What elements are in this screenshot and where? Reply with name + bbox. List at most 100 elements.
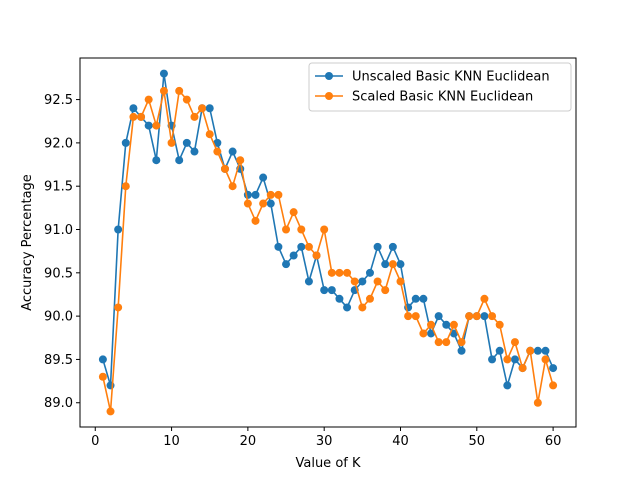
data-point: [121, 182, 130, 191]
data-point: [434, 312, 443, 321]
data-point: [503, 355, 512, 364]
data-point: [472, 312, 481, 321]
data-point: [404, 312, 413, 321]
data-point: [159, 69, 168, 78]
legend-label: Scaled Basic KNN Euclidean: [352, 90, 533, 105]
data-point: [388, 242, 397, 251]
data-point: [480, 294, 489, 303]
y-tick-label: 92.5: [44, 93, 73, 108]
data-point: [335, 294, 344, 303]
data-point: [411, 294, 420, 303]
data-point: [365, 268, 374, 277]
data-point: [411, 312, 420, 321]
data-point: [304, 277, 313, 286]
data-point: [114, 303, 123, 312]
data-point: [381, 286, 390, 295]
data-point: [152, 121, 161, 130]
x-tick-label: 20: [240, 434, 257, 449]
legend-item: Unscaled Basic KNN Euclidean: [315, 70, 550, 85]
y-tick-label: 90.0: [44, 310, 73, 325]
data-point: [228, 147, 237, 156]
y-axis-label: Accuracy Percentage: [20, 174, 35, 311]
data-point: [144, 121, 153, 130]
data-point: [190, 147, 199, 156]
data-point: [159, 86, 168, 95]
data-point: [510, 355, 519, 364]
y-tick-label: 92.0: [44, 136, 73, 151]
data-point: [419, 294, 428, 303]
data-point: [541, 346, 550, 355]
data-point: [312, 251, 321, 260]
data-point: [373, 277, 382, 286]
legend-marker: [325, 72, 333, 80]
data-point: [526, 346, 535, 355]
data-point: [106, 407, 115, 416]
data-point: [297, 225, 306, 234]
data-point: [251, 190, 260, 199]
data-point: [457, 338, 466, 347]
data-point: [114, 225, 123, 234]
data-point: [549, 364, 558, 373]
data-point: [388, 260, 397, 269]
series-2: [98, 86, 558, 416]
data-point: [205, 130, 214, 139]
data-point: [495, 346, 504, 355]
data-point: [129, 112, 138, 121]
y-tick-label: 89.0: [44, 396, 73, 411]
data-point: [549, 381, 558, 390]
data-point: [236, 156, 245, 165]
y-tick-label: 89.5: [44, 353, 73, 368]
legend-label: Unscaled Basic KNN Euclidean: [352, 70, 550, 85]
x-tick-label: 50: [469, 434, 486, 449]
data-point: [343, 268, 352, 277]
data-point: [381, 260, 390, 269]
data-point: [198, 104, 207, 113]
plot-area: [98, 69, 558, 416]
data-point: [518, 364, 527, 373]
data-point: [152, 156, 161, 165]
data-point: [259, 199, 268, 208]
legend-box: [308, 62, 572, 112]
data-point: [175, 156, 184, 165]
data-point: [282, 260, 291, 269]
data-point: [427, 329, 436, 338]
x-tick-label: 30: [316, 434, 333, 449]
data-point: [213, 138, 222, 147]
data-point: [488, 312, 497, 321]
data-point: [465, 312, 474, 321]
data-point: [541, 355, 550, 364]
data-point: [327, 286, 336, 295]
data-point: [335, 268, 344, 277]
data-point: [358, 303, 367, 312]
data-point: [327, 268, 336, 277]
x-tick-label: 60: [545, 434, 562, 449]
data-point: [243, 199, 252, 208]
data-point: [449, 320, 458, 329]
data-point: [396, 260, 405, 269]
x-tick-label: 40: [392, 434, 409, 449]
data-point: [167, 138, 176, 147]
data-point: [190, 112, 199, 121]
data-point: [182, 138, 191, 147]
data-point: [434, 338, 443, 347]
data-point: [175, 86, 184, 95]
data-point: [220, 164, 229, 173]
legend-item: Scaled Basic KNN Euclidean: [315, 90, 533, 105]
data-point: [213, 147, 222, 156]
data-point: [98, 372, 107, 381]
data-point: [495, 320, 504, 329]
data-point: [442, 338, 451, 347]
data-point: [289, 251, 298, 260]
data-point: [259, 173, 268, 182]
legend-marker: [325, 92, 333, 100]
data-point: [266, 199, 275, 208]
data-point: [144, 95, 153, 104]
y-tick-label: 91.5: [44, 180, 73, 195]
data-point: [480, 312, 489, 321]
data-point: [137, 112, 146, 121]
x-axis-label: Value of K: [295, 456, 360, 471]
data-point: [320, 225, 329, 234]
data-point: [205, 104, 214, 113]
data-point: [396, 277, 405, 286]
